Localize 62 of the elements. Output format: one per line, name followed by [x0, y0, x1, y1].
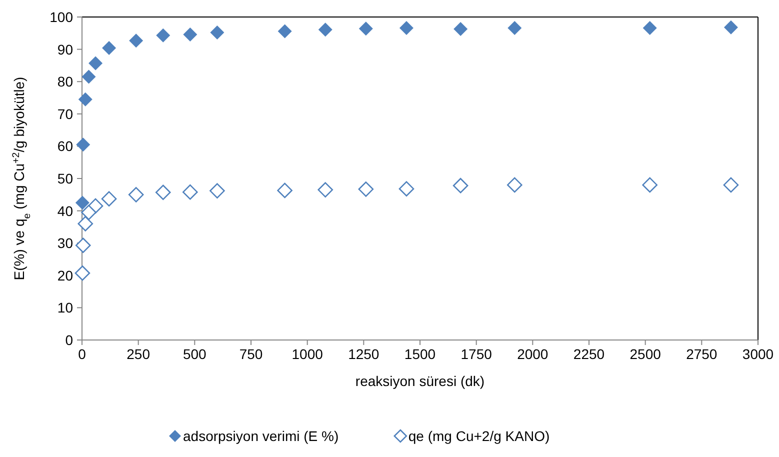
y-tick-label: 80 — [57, 74, 74, 90]
x-tick-label: 1000 — [292, 346, 324, 362]
y-tick-label: 30 — [57, 235, 74, 252]
x-tick-label: 750 — [239, 346, 263, 362]
point — [318, 22, 332, 37]
point — [210, 26, 224, 40]
point — [723, 177, 739, 193]
point — [76, 138, 90, 152]
point — [454, 22, 468, 36]
point — [78, 92, 92, 106]
point — [506, 177, 522, 193]
point — [128, 187, 144, 202]
point — [642, 20, 657, 35]
x-axis-title: reaksiyon süresi (dk) — [355, 373, 485, 389]
y-tick-label: 10 — [57, 300, 74, 316]
x-tick-label: 2000 — [517, 346, 548, 362]
point — [508, 20, 522, 35]
point — [75, 196, 90, 210]
point — [278, 24, 292, 38]
point — [642, 177, 658, 193]
y-tick-label: 20 — [57, 267, 74, 284]
point — [358, 22, 373, 36]
x-tick-label: 1750 — [460, 346, 492, 362]
point — [102, 41, 116, 56]
point — [82, 70, 96, 84]
y-tick-label: 90 — [57, 41, 74, 58]
point — [358, 182, 374, 197]
point — [277, 182, 292, 198]
x-tick-label: 500 — [182, 346, 207, 362]
point — [399, 20, 414, 35]
x-tick-label: 1500 — [404, 346, 436, 362]
point — [75, 238, 91, 254]
y-tick-label: 70 — [57, 106, 74, 122]
x-tick-label: 1250 — [348, 346, 380, 362]
x-tick-label: 3000 — [742, 346, 774, 362]
point — [183, 27, 198, 42]
point — [156, 28, 170, 42]
x-tick-label: 250 — [126, 346, 150, 362]
y-tick-label: 0 — [65, 332, 74, 348]
point — [452, 178, 468, 194]
point — [78, 216, 94, 232]
point — [74, 265, 90, 281]
point — [210, 183, 225, 198]
y-tick-label: 40 — [57, 202, 74, 219]
y-tick-label: 100 — [50, 9, 74, 25]
point — [81, 204, 96, 220]
y-tick-label: 60 — [57, 138, 74, 154]
point — [155, 184, 171, 200]
x-tick-label: 2750 — [686, 346, 718, 362]
x-tick-label: 0 — [78, 346, 86, 362]
point — [129, 34, 144, 48]
point — [101, 191, 117, 206]
point — [88, 56, 103, 70]
legend-label: adsorpsiyon verimi (E %) — [183, 428, 339, 444]
point — [182, 184, 198, 200]
legend-label: qe (mg Cu+2/g KANO) — [408, 428, 550, 444]
point — [724, 20, 738, 34]
x-tick-label: 2250 — [573, 346, 605, 362]
point — [318, 182, 334, 198]
point — [398, 181, 414, 196]
y-tick-label: 50 — [57, 170, 74, 186]
x-tick-label: 2500 — [630, 346, 662, 362]
